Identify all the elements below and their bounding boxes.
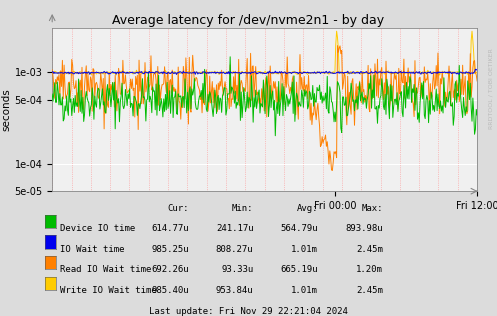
Text: 893.98u: 893.98u bbox=[345, 224, 383, 233]
Text: Device IO time: Device IO time bbox=[60, 224, 135, 233]
Text: Max:: Max: bbox=[361, 204, 383, 213]
Text: 985.40u: 985.40u bbox=[151, 286, 189, 295]
Text: Avg:: Avg: bbox=[297, 204, 318, 213]
Text: 614.77u: 614.77u bbox=[151, 224, 189, 233]
Text: 808.27u: 808.27u bbox=[216, 245, 253, 254]
Text: 692.26u: 692.26u bbox=[151, 265, 189, 274]
Text: 1.01m: 1.01m bbox=[291, 245, 318, 254]
Text: 2.45m: 2.45m bbox=[356, 245, 383, 254]
Text: 1.20m: 1.20m bbox=[356, 265, 383, 274]
Text: 665.19u: 665.19u bbox=[280, 265, 318, 274]
Text: Average latency for /dev/nvme2n1 - by day: Average latency for /dev/nvme2n1 - by da… bbox=[112, 14, 385, 27]
Text: 2.45m: 2.45m bbox=[356, 286, 383, 295]
Text: 241.17u: 241.17u bbox=[216, 224, 253, 233]
Text: Read IO Wait time: Read IO Wait time bbox=[60, 265, 151, 274]
Y-axis label: seconds: seconds bbox=[1, 88, 11, 131]
Text: Cur:: Cur: bbox=[167, 204, 189, 213]
Text: 1.01m: 1.01m bbox=[291, 286, 318, 295]
Text: 93.33u: 93.33u bbox=[221, 265, 253, 274]
Text: 564.79u: 564.79u bbox=[280, 224, 318, 233]
Text: Min:: Min: bbox=[232, 204, 253, 213]
Text: Last update: Fri Nov 29 22:21:04 2024: Last update: Fri Nov 29 22:21:04 2024 bbox=[149, 307, 348, 315]
Text: 985.25u: 985.25u bbox=[151, 245, 189, 254]
Text: 953.84u: 953.84u bbox=[216, 286, 253, 295]
Text: Write IO Wait time: Write IO Wait time bbox=[60, 286, 157, 295]
Text: IO Wait time: IO Wait time bbox=[60, 245, 124, 254]
Text: RRDTOOL / TOBI OETIKER: RRDTOOL / TOBI OETIKER bbox=[489, 48, 494, 129]
